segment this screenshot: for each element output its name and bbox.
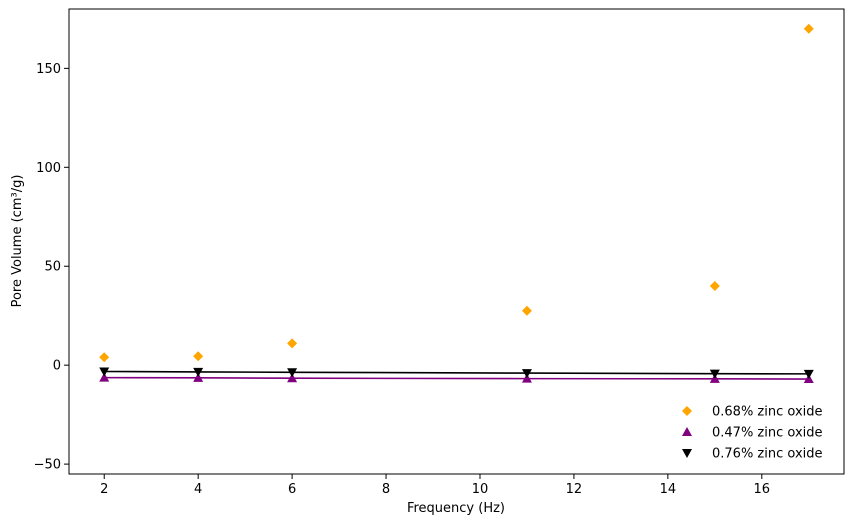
- data-point: [709, 369, 720, 379]
- x-tick-label: 12: [566, 482, 583, 497]
- data-point: [521, 369, 532, 379]
- legend: 0.68% zinc oxide 0.47% zinc oxide 0.76% zi…: [682, 405, 823, 462]
- legend-label: 0.68% zinc oxide: [712, 405, 823, 420]
- data-point: [99, 352, 110, 363]
- legend-label: 0.47% zinc oxide: [712, 426, 823, 441]
- data-point: [99, 372, 110, 382]
- data-point: [193, 372, 204, 382]
- y-tick-label: 50: [44, 260, 61, 275]
- data-point: [287, 338, 298, 349]
- data-point: [803, 369, 814, 379]
- y-axis-label: Pore Volume (cm³/g): [10, 175, 25, 308]
- x-tick-label: 14: [660, 482, 677, 497]
- data-point: [193, 367, 204, 377]
- x-tick-label: 16: [754, 482, 771, 497]
- y-axis: −50 0 50 100 150: [34, 62, 69, 473]
- data-point: [99, 367, 110, 377]
- data-point: [521, 305, 532, 316]
- y-tick-label: −50: [34, 458, 61, 473]
- legend-marker: [682, 427, 692, 436]
- series-line: [104, 376, 809, 380]
- legend-label: 0.76% zinc oxide: [712, 447, 823, 462]
- y-tick-label: 0: [53, 359, 61, 374]
- series-line: [104, 370, 809, 375]
- y-tick-label: 150: [36, 62, 61, 77]
- series-1: [99, 23, 814, 363]
- x-tick-label: 4: [194, 482, 202, 497]
- data-point: [803, 23, 814, 34]
- x-tick-label: 2: [100, 482, 108, 497]
- legend-marker: [682, 406, 692, 416]
- data-point: [287, 368, 298, 378]
- plot-frame: [68, 8, 845, 475]
- x-tick-label: 6: [288, 482, 296, 497]
- x-axis: 2 4 6 8 10 12 14 16: [100, 474, 770, 497]
- series-3: [99, 367, 814, 379]
- data-point: [287, 373, 298, 383]
- data-point: [193, 351, 204, 362]
- x-axis-label: Frequency (Hz): [407, 501, 505, 516]
- plot-area: [99, 23, 814, 384]
- legend-marker: [682, 449, 692, 458]
- data-point: [709, 281, 720, 292]
- y-tick-label: 100: [36, 161, 61, 176]
- x-tick-label: 8: [382, 482, 390, 497]
- data-point: [521, 373, 532, 383]
- x-tick-label: 10: [472, 482, 489, 497]
